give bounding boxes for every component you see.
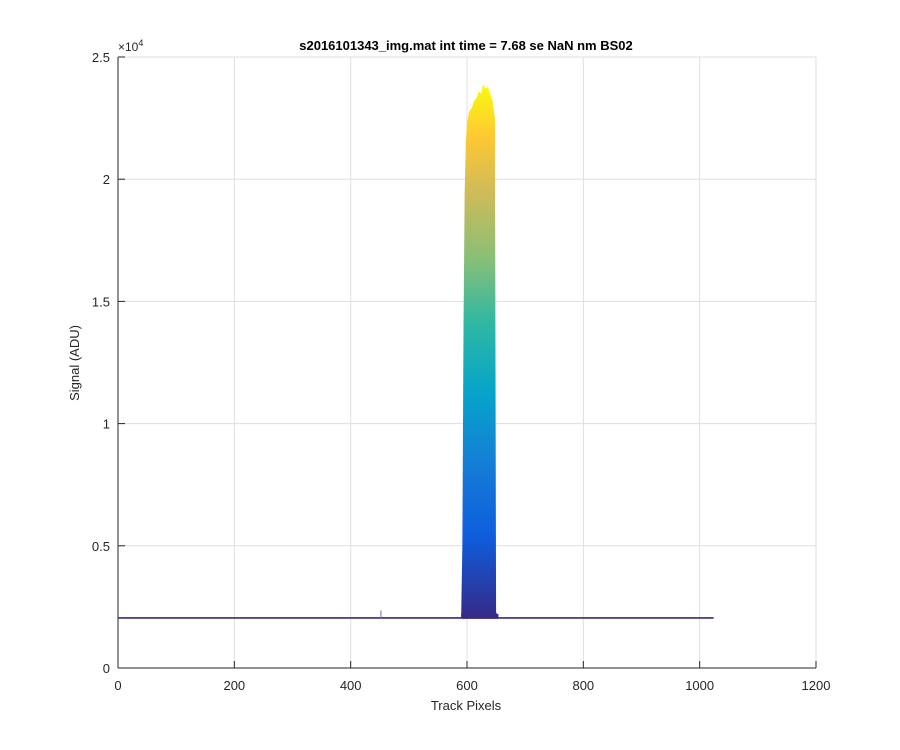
y-tick-label: 1.5 [92, 294, 110, 309]
peak-surface [461, 83, 499, 618]
grid [117, 56, 817, 669]
plot-data [118, 83, 714, 619]
y-axis-label: Signal (ADU) [67, 325, 82, 401]
y-exponent-power: 4 [138, 38, 143, 48]
x-tick-label: 600 [456, 678, 478, 693]
axes: 0 200 400 600 800 1000 1200 0 0.5 1 1.5 2 2.5 [92, 50, 831, 693]
x-tick-label: 1000 [685, 678, 714, 693]
x-tick-label: 400 [340, 678, 362, 693]
y-tick-label: 0 [103, 661, 110, 676]
y-tick-label: 2 [103, 172, 110, 187]
x-tick-label: 200 [223, 678, 245, 693]
x-tick-label: 0 [114, 678, 121, 693]
y-tick-label: 0.5 [92, 539, 110, 554]
chart-title: s2016101343_img.mat int time = 7.68 se N… [299, 38, 633, 53]
x-tick-label: 1200 [802, 678, 831, 693]
y-tick-label: 2.5 [92, 50, 110, 65]
y-axis-exponent: ×104 [118, 38, 143, 54]
x-tick-label: 800 [572, 678, 594, 693]
y-exponent-base: ×10 [118, 40, 139, 54]
y-tick-label: 1 [103, 417, 110, 432]
x-axis-label: Track Pixels [431, 698, 502, 713]
labels: s2016101343_img.mat int time = 7.68 se N… [67, 38, 633, 713]
peak-base [461, 613, 499, 619]
